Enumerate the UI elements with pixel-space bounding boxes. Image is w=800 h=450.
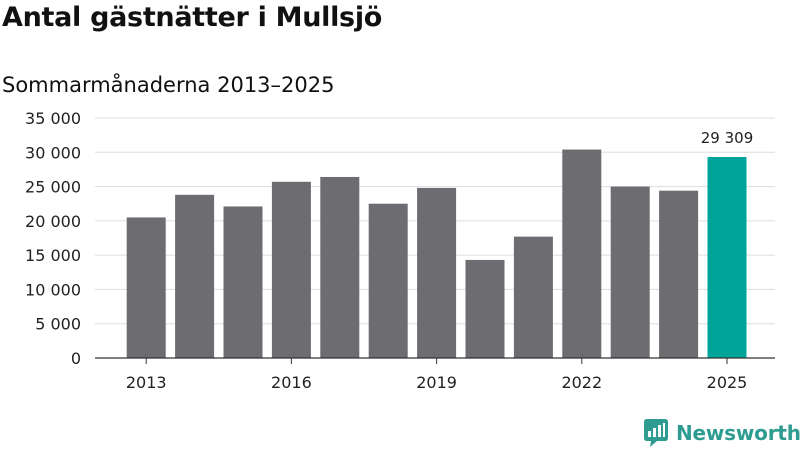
bar-2017 <box>320 176 360 358</box>
x-tick-label: 2019 <box>416 373 457 392</box>
data-labels: 29 309 <box>701 129 754 147</box>
y-tick-label: 15 000 <box>25 246 81 265</box>
bar-2019 <box>417 187 457 358</box>
y-axis-tick-labels: 0 5 000 10 000 15 000 20 000 25 000 30 000 35 0… <box>25 109 81 368</box>
bar-2013 <box>126 217 166 358</box>
brand-name: Newsworthy <box>676 421 800 445</box>
x-axis-ticks: 2013 2016 2019 2022 2025 <box>126 358 748 392</box>
y-tick-label: 25 000 <box>25 178 81 197</box>
data-label: 29 309 <box>701 129 754 147</box>
x-tick-label: 2016 <box>271 373 312 392</box>
chart-subtitle: Sommarmånaderna 2013–2025 <box>2 73 335 97</box>
bar-2022 <box>562 149 602 358</box>
bar-2024 <box>659 190 699 358</box>
y-tick-label: 35 000 <box>25 109 81 128</box>
newsworthy-logo-icon <box>644 419 668 447</box>
bar-2018 <box>368 203 408 358</box>
chart-title: Antal gästnätter i Mullsjö <box>2 2 383 33</box>
x-tick-label: 2022 <box>561 373 602 392</box>
brand-logo: Newsworthy <box>644 418 800 448</box>
bars <box>126 149 747 358</box>
x-tick-label: 2025 <box>707 373 748 392</box>
y-tick-label: 0 <box>71 349 81 368</box>
y-tick-label: 20 000 <box>25 212 81 231</box>
bar-2025 <box>707 157 747 358</box>
x-tick-label: 2013 <box>126 373 167 392</box>
bar-2014 <box>175 194 215 358</box>
y-tick-label: 10 000 <box>25 280 81 299</box>
bar-2020 <box>465 259 505 358</box>
bar-2023 <box>610 186 650 358</box>
y-tick-label: 30 000 <box>25 143 81 162</box>
bar-2016 <box>271 181 311 358</box>
y-tick-label: 5 000 <box>35 315 81 334</box>
bar-2021 <box>513 236 553 358</box>
bar-2015 <box>223 206 263 358</box>
